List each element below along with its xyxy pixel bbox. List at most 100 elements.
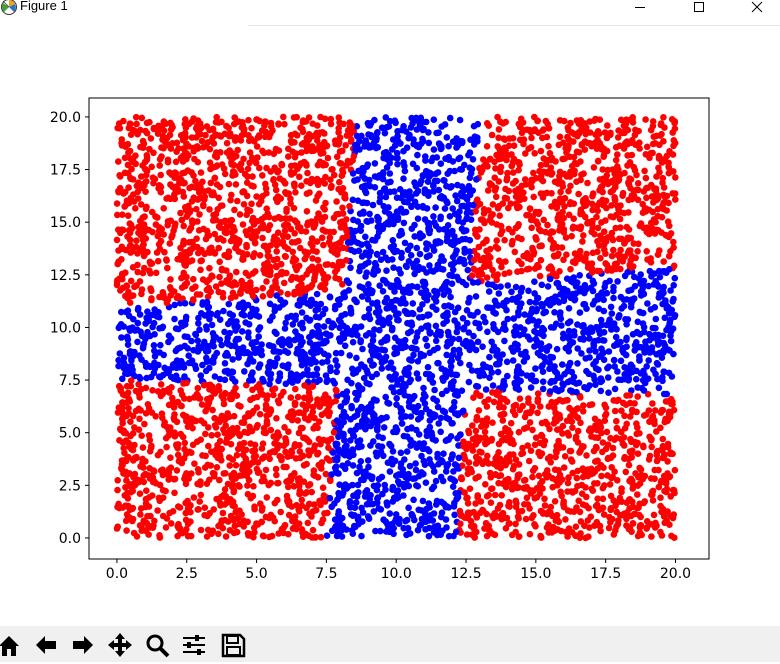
matplotlib-logo-icon	[1, 0, 17, 15]
data-point	[248, 234, 256, 242]
data-point	[231, 206, 238, 214]
data-point	[497, 168, 504, 176]
data-point	[267, 242, 274, 249]
data-point	[206, 264, 213, 272]
data-point	[508, 486, 516, 493]
data-point	[375, 475, 383, 483]
data-point	[266, 455, 274, 463]
data-point	[595, 366, 602, 374]
data-point	[394, 216, 402, 224]
data-point	[625, 377, 632, 384]
data-point	[349, 462, 357, 469]
data-point	[285, 145, 292, 153]
data-point	[587, 425, 594, 432]
data-point	[508, 288, 515, 296]
data-point	[342, 257, 350, 264]
data-point	[119, 375, 126, 383]
data-point	[640, 443, 647, 451]
data-point	[500, 377, 508, 385]
data-point	[659, 174, 667, 182]
data-point	[562, 234, 570, 241]
data-point	[373, 299, 381, 306]
maximize-button[interactable]	[676, 0, 722, 20]
data-point	[659, 442, 667, 450]
data-point	[253, 393, 261, 401]
data-point	[146, 146, 153, 153]
data-point	[483, 143, 491, 150]
data-point	[636, 430, 643, 437]
data-point	[243, 211, 250, 219]
data-point	[137, 407, 144, 414]
data-point	[232, 244, 239, 252]
data-point	[574, 360, 581, 367]
close-button[interactable]	[734, 0, 780, 20]
data-point	[121, 492, 128, 499]
data-point	[576, 449, 583, 456]
data-point	[322, 391, 329, 399]
data-point	[497, 283, 504, 291]
data-point	[451, 391, 459, 398]
data-point	[422, 153, 429, 160]
data-point	[625, 179, 632, 186]
data-point	[526, 205, 534, 212]
data-point	[529, 467, 537, 475]
data-point	[389, 461, 396, 468]
data-point	[400, 341, 408, 348]
data-point	[510, 315, 517, 322]
data-point	[133, 237, 140, 244]
data-point	[430, 510, 438, 517]
data-point	[422, 405, 430, 413]
data-point	[221, 170, 229, 178]
data-point	[231, 114, 238, 121]
data-point	[294, 417, 302, 424]
data-point	[637, 271, 644, 278]
data-point	[127, 249, 134, 256]
data-point	[602, 445, 610, 453]
data-point	[564, 533, 571, 540]
data-point	[185, 239, 193, 246]
data-point	[393, 208, 401, 215]
data-point	[441, 367, 449, 374]
data-point	[488, 530, 496, 537]
data-point	[643, 248, 650, 255]
data-point	[146, 267, 153, 274]
data-point	[425, 291, 432, 299]
data-point	[364, 457, 372, 464]
data-point	[384, 399, 391, 407]
data-point	[277, 260, 285, 268]
data-point	[311, 221, 319, 229]
data-point	[589, 217, 596, 225]
data-point	[509, 169, 517, 176]
data-point	[534, 261, 541, 269]
data-point	[512, 456, 520, 464]
data-point	[449, 205, 457, 212]
data-point	[643, 524, 651, 531]
data-point	[138, 385, 145, 393]
data-point	[522, 515, 530, 523]
figure-canvas[interactable]: 0.0 2.5 5.0 7.5 10.0 12.5 15.0 17.5 20.0 0.0 2.5 5.…	[0, 26, 780, 626]
data-point	[472, 427, 480, 435]
data-point	[165, 469, 173, 477]
data-point	[197, 372, 205, 379]
data-point	[551, 466, 559, 474]
data-point	[503, 176, 511, 184]
data-point	[465, 378, 473, 386]
data-point	[249, 292, 257, 300]
minimize-button[interactable]	[617, 0, 663, 20]
data-point	[616, 142, 623, 149]
data-point	[413, 257, 421, 265]
data-point	[248, 410, 256, 417]
data-point	[148, 163, 155, 171]
data-point	[296, 441, 303, 449]
data-point	[520, 252, 527, 260]
data-point	[283, 463, 290, 471]
data-point	[577, 176, 584, 184]
data-point	[528, 372, 536, 379]
data-point	[629, 331, 637, 338]
data-point	[270, 391, 277, 399]
data-point	[181, 445, 188, 453]
data-point	[374, 251, 381, 258]
data-point	[538, 281, 546, 289]
data-point	[664, 440, 672, 448]
data-point	[570, 215, 577, 222]
